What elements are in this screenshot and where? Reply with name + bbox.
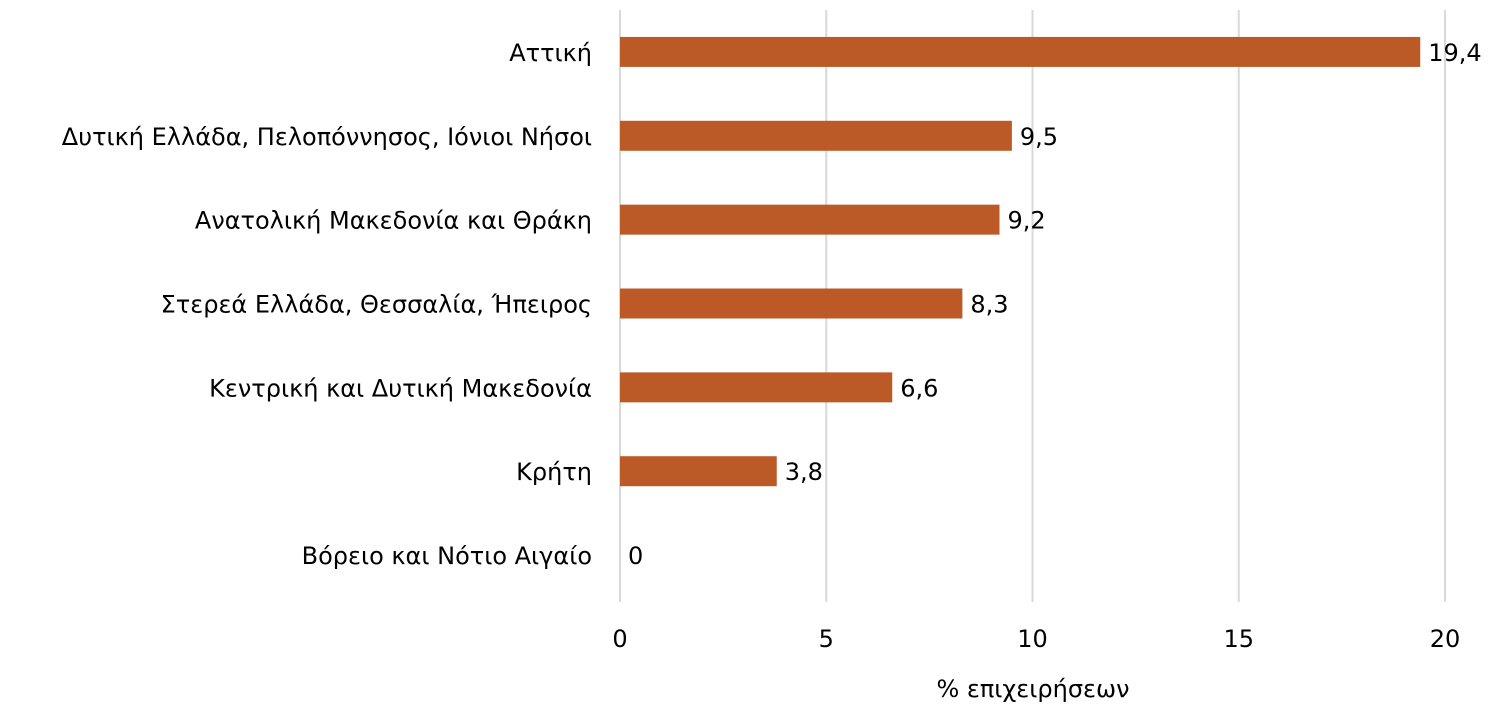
y-tick-label: Αττική: [509, 39, 592, 67]
y-tick-label: Κρήτη: [516, 458, 592, 486]
data-label: 3,8: [785, 458, 823, 486]
y-tick-label: Βόρειο και Νότιο Αιγαίο: [302, 542, 592, 570]
bar: [620, 204, 1000, 235]
x-tick-label: 10: [1017, 625, 1048, 653]
y-tick-label: Στερεά Ελλάδα, Θεσσαλία, Ήπειρος: [161, 291, 592, 319]
data-label: 0: [628, 542, 643, 570]
bar: [620, 456, 777, 487]
data-label: 19,4: [1428, 39, 1481, 67]
bar: [620, 120, 1012, 151]
x-axis-title: % επιχειρήσεων: [936, 675, 1129, 703]
x-tick-label: 15: [1223, 625, 1254, 653]
y-tick-label: Κεντρική και Δυτική Μακεδονία: [209, 374, 592, 402]
y-tick-label: Δυτική Ελλάδα, Πελοπόννησος, Ιόνιοι Νήσο…: [62, 123, 592, 151]
x-tick-label: 0: [612, 625, 627, 653]
x-tick-label: 20: [1430, 625, 1461, 653]
bar: [620, 372, 893, 403]
x-tick-label: 5: [819, 625, 834, 653]
data-label: 9,5: [1020, 123, 1058, 151]
y-tick-label: Ανατολική Μακεδονία και Θράκη: [195, 207, 592, 235]
bar: [620, 36, 1421, 67]
bar: [620, 288, 963, 319]
data-label: 9,2: [1008, 207, 1046, 235]
data-label: 6,6: [900, 374, 938, 402]
data-label: 8,3: [970, 291, 1008, 319]
